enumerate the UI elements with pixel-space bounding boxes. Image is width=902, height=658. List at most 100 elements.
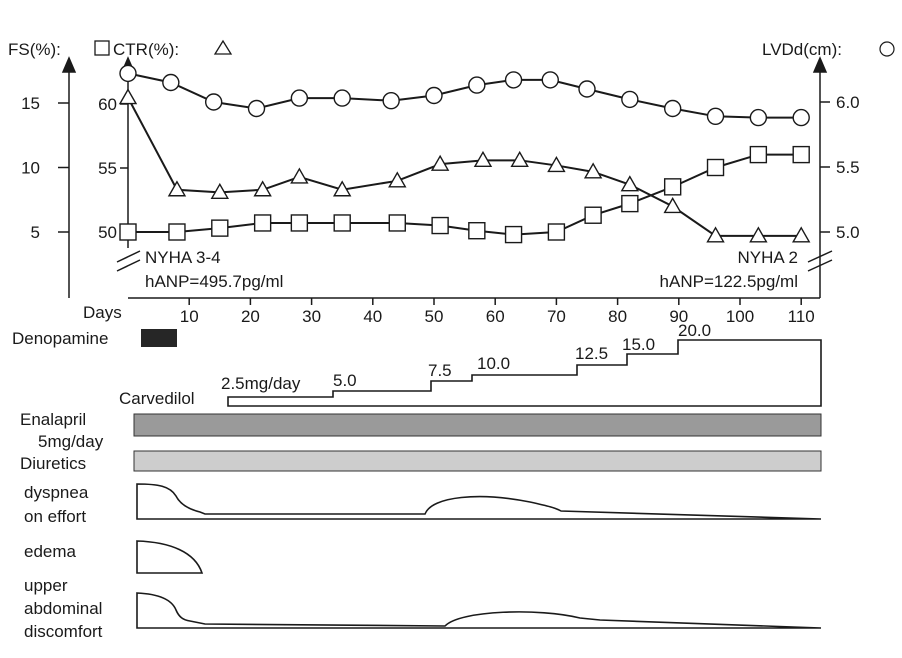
x-axis-label: Days (83, 303, 122, 322)
fs-point (388, 214, 406, 232)
enalapril-label: Enalapril (20, 410, 86, 429)
triangle-series-line (127, 97, 802, 237)
fs-axis-arrow (61, 56, 77, 73)
edema-label: edema (24, 542, 77, 561)
lvdd-point (468, 76, 486, 94)
carvedilol-dose-20-0: 20.0 (678, 321, 711, 340)
chart-axes (61, 56, 833, 299)
triangle-legend-marker (213, 39, 233, 55)
nyha-left-label: NYHA 3-4 (145, 248, 221, 267)
lvdd-tick-label: 6.0 (836, 93, 860, 112)
fs-point (504, 225, 523, 244)
ctr-tick-label: 50 (98, 223, 117, 242)
carvedilol-label: Carvedilol (119, 389, 195, 408)
lvdd-point (578, 80, 596, 98)
lvdd-point (504, 71, 523, 89)
fs-tick-label: 15 (21, 94, 40, 113)
lvdd-point (663, 99, 682, 118)
ctr-tick-label: 55 (98, 159, 117, 178)
dyspnea-severity-curve (136, 483, 822, 520)
fs-point (584, 206, 602, 224)
ctr-axis-label: CTR(%): (113, 40, 179, 59)
fs-point (663, 178, 682, 196)
hanp-left-label: hANP=495.7pg/ml (145, 272, 283, 291)
fs-point (706, 158, 725, 177)
lvdd-point (541, 71, 559, 89)
fs-tick-label: 10 (21, 159, 40, 178)
denopamine-bar (141, 329, 177, 347)
dyspnea-label-line1: dyspnea (24, 483, 89, 502)
lvdd-point (425, 86, 443, 105)
fs-axis-label: FS(%): (8, 40, 61, 59)
abdominal-severity-curve (136, 592, 822, 629)
ctr-point (749, 226, 768, 243)
lvdd-point (333, 89, 351, 107)
ctr-point (253, 180, 272, 197)
ctr-point (210, 182, 230, 200)
lvdd-point (792, 108, 810, 127)
fs-point (468, 222, 486, 240)
ctr-point (430, 154, 450, 171)
enalapril-bar (133, 413, 822, 437)
data-series (118, 64, 811, 244)
dyspnea-label-line2: on effort (24, 507, 86, 526)
ctr-point (620, 175, 640, 192)
ctr-point (473, 150, 493, 168)
ctr-point (706, 226, 725, 243)
lvdd-point (621, 90, 639, 109)
ctr-point (290, 167, 309, 184)
nyha-right-label: NYHA 2 (738, 248, 798, 267)
abdominal-label-line2: abdominal (24, 599, 102, 618)
carvedilol-dose-steps (227, 339, 822, 407)
x-tick-label: 110 (788, 307, 815, 326)
fs-point (621, 194, 639, 213)
ctr-axis-break-1 (116, 250, 141, 263)
square-series-line (128, 153, 802, 236)
edema-severity-curve (136, 540, 204, 574)
enalapril-dose-label: 5mg/day (38, 432, 104, 451)
lvdd-point (290, 89, 309, 107)
ctr-point (118, 88, 138, 105)
denopamine-label: Denopamine (12, 329, 108, 348)
fs-point (211, 219, 229, 237)
ctr-point (547, 156, 566, 173)
fs-point (749, 145, 768, 164)
lvdd-axis-arrow (812, 56, 828, 73)
fs-point (792, 145, 810, 164)
x-tick-label: 90 (669, 307, 688, 326)
fs-point (290, 214, 309, 232)
diuretics-label: Diuretics (20, 454, 86, 473)
axis-ticks: 10 20 30 40 50 60 70 80 90 100 110 5 10 15 50 55 60 5.0 5.… (21, 93, 860, 326)
ctr-point (167, 180, 187, 197)
fs-point (168, 223, 186, 241)
x-tick-label: 100 (726, 307, 754, 326)
fs-point (119, 223, 137, 241)
ctr-point (510, 150, 529, 168)
x-tick-label: 40 (363, 307, 382, 326)
lvdd-axis-break-1 (807, 250, 833, 263)
carvedilol-dose-15-0: 15.0 (622, 335, 655, 354)
ctr-point (332, 180, 352, 197)
circle-series-line (127, 72, 802, 119)
x-tick-label: 50 (425, 307, 444, 326)
carvedilol-dose-10-0: 10.0 (477, 354, 510, 373)
fs-point (333, 214, 351, 232)
ctr-point (388, 171, 407, 188)
ctr-axis-break-2 (116, 259, 141, 272)
abdominal-label-line1: upper (24, 576, 68, 595)
lvdd-tick-label: 5.5 (836, 158, 860, 177)
fs-point (253, 214, 272, 232)
carvedilol-dose-5-0: 5.0 (333, 371, 357, 390)
lvdd-axis-label: LVDd(cm): (762, 40, 842, 59)
ctr-point (583, 162, 603, 179)
x-tick-label: 10 (180, 307, 199, 326)
fs-point (547, 223, 566, 241)
lvdd-point (247, 99, 266, 118)
ctr-legend-square (94, 40, 110, 56)
ctr-point (791, 226, 811, 243)
lvdd-axis-break-2 (807, 259, 833, 272)
ctr-tick-label: 60 (98, 95, 117, 114)
lvdd-tick-label: 5.0 (836, 223, 860, 242)
lvdd-point (749, 108, 768, 127)
